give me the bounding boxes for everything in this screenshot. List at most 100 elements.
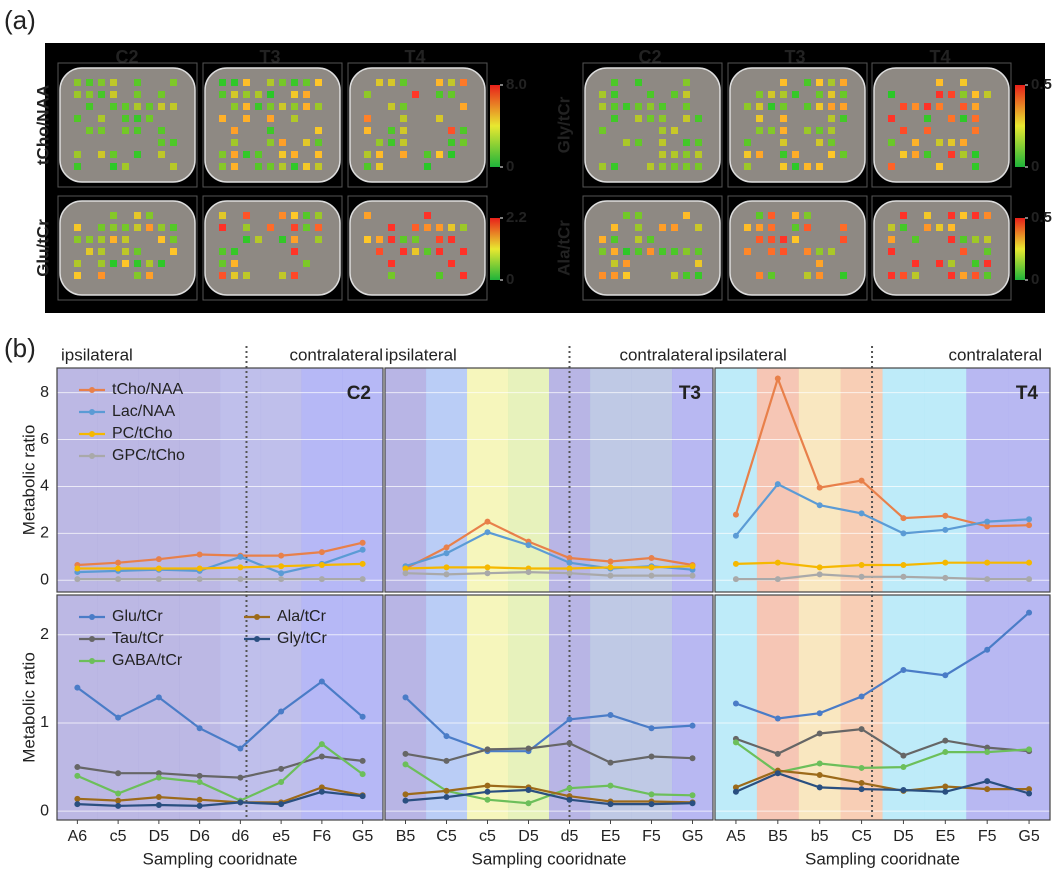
- map-voxel: [412, 91, 419, 98]
- map-voxel: [924, 151, 931, 158]
- map-voxel: [960, 79, 967, 86]
- map-voxel: [267, 103, 274, 110]
- data-point: [858, 573, 865, 580]
- map-voxel: [948, 212, 955, 219]
- side-label: ipsilateral: [385, 345, 457, 364]
- map-voxel: [936, 163, 943, 170]
- data-point: [984, 523, 991, 530]
- map-voxel: [828, 248, 835, 255]
- data-point: [402, 570, 409, 577]
- series-line: [735, 482, 1030, 537]
- map-voxel: [376, 151, 383, 158]
- data-point: [816, 502, 823, 509]
- data-point: [318, 549, 325, 556]
- data-point: [858, 764, 865, 771]
- map-voxel: [376, 248, 383, 255]
- map-voxel: [98, 224, 105, 231]
- series-line: [405, 565, 693, 570]
- plot-frame: [384, 367, 714, 593]
- series-line: [405, 788, 693, 806]
- data-point: [237, 576, 244, 583]
- data-point: [484, 796, 491, 803]
- data-point: [566, 565, 573, 572]
- data-point: [359, 576, 366, 583]
- map-voxel: [659, 139, 666, 146]
- map-frame: [57, 62, 198, 188]
- series-line: [77, 786, 363, 804]
- map-voxel: [267, 224, 274, 231]
- data-point: [900, 752, 907, 759]
- region-band: [1008, 368, 1051, 592]
- map-voxel: [768, 272, 775, 279]
- legend-swatch-dot: [254, 636, 260, 642]
- map-voxel: [86, 79, 93, 86]
- map-voxel: [448, 260, 455, 267]
- data-point: [648, 725, 655, 732]
- data-point: [566, 796, 573, 803]
- map-voxel: [448, 224, 455, 231]
- map-voxel: [231, 91, 238, 98]
- map-voxel: [948, 272, 955, 279]
- map-column-header: C2: [115, 47, 138, 67]
- data-point: [942, 788, 949, 795]
- map-voxel: [768, 248, 775, 255]
- y-tick-label: 2: [40, 525, 49, 542]
- data-point: [648, 564, 655, 571]
- data-point: [732, 784, 739, 791]
- map-voxel: [960, 248, 967, 255]
- map-voxel: [134, 127, 141, 134]
- map-voxel: [888, 236, 895, 243]
- data-point: [196, 551, 203, 558]
- map-voxel: [291, 103, 298, 110]
- data-point: [318, 784, 325, 791]
- map-voxel: [267, 79, 274, 86]
- map-voxel: [647, 103, 654, 110]
- data-point: [443, 794, 450, 801]
- x-tick-label: d6: [231, 828, 249, 845]
- map-voxel: [412, 236, 419, 243]
- map-voxel: [364, 127, 371, 134]
- map-voxel: [158, 91, 165, 98]
- plot-frame: [384, 594, 714, 821]
- map-voxel: [98, 236, 105, 243]
- map-voxel: [436, 115, 443, 122]
- map-column-header: T4: [404, 47, 425, 67]
- map-voxel: [960, 236, 967, 243]
- map-voxel: [960, 151, 967, 158]
- map-voxel: [291, 224, 298, 231]
- data-point: [525, 569, 532, 576]
- region-band: [467, 368, 509, 592]
- map-voxel: [599, 91, 606, 98]
- map-voxel: [768, 127, 775, 134]
- map-voxel: [816, 163, 823, 170]
- y-tick-label: 0: [40, 571, 49, 588]
- map-voxel: [231, 79, 238, 86]
- x-axis-label: Sampling cooridnate: [805, 849, 960, 868]
- map-voxel: [792, 91, 799, 98]
- map-voxel: [599, 103, 606, 110]
- map-voxel: [134, 212, 141, 219]
- map-voxel: [74, 272, 81, 279]
- x-tick-label: E5: [936, 828, 956, 845]
- region-band: [966, 368, 1009, 592]
- data-point: [237, 553, 244, 560]
- map-voxel: [792, 236, 799, 243]
- map-voxel: [888, 248, 895, 255]
- map-voxel: [888, 115, 895, 122]
- region-band: [508, 595, 550, 820]
- map-voxel: [936, 139, 943, 146]
- y-axis-label: Metabolic ratio: [19, 425, 38, 536]
- map-voxel: [170, 139, 177, 146]
- map-voxel: [960, 272, 967, 279]
- panel-title: T3: [679, 383, 701, 404]
- data-point: [1026, 516, 1033, 523]
- region-band: [590, 368, 632, 592]
- map-voxel: [972, 236, 979, 243]
- data-point: [732, 700, 739, 707]
- data-point: [942, 783, 949, 790]
- map-voxel: [695, 272, 702, 279]
- map-voxel: [948, 224, 955, 231]
- data-point: [115, 770, 122, 777]
- map-voxel: [86, 248, 93, 255]
- map-voxel: [780, 139, 787, 146]
